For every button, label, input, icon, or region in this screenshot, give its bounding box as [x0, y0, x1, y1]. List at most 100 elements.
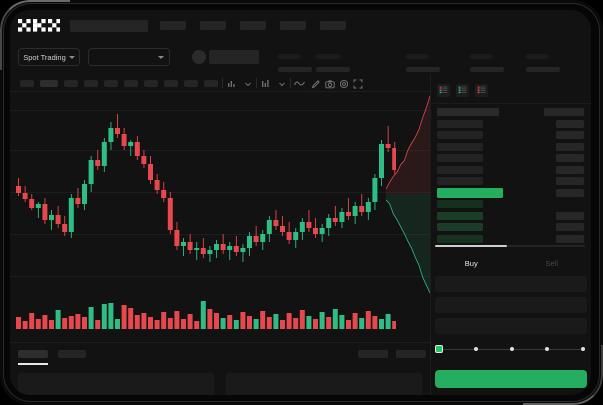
orderbook-size-cell — [556, 131, 584, 139]
order-price-field[interactable] — [435, 276, 587, 292]
orderbook-size-cell — [556, 177, 584, 185]
nav-item-3[interactable] — [240, 21, 266, 30]
chart-type[interactable] — [204, 80, 218, 87]
nav-item-2[interactable] — [200, 21, 226, 30]
fullscreen-icon[interactable] — [352, 78, 363, 89]
chevron-down-icon — [158, 55, 164, 59]
chevron-down-icon[interactable] — [242, 78, 253, 89]
orderbook-size-cell — [556, 119, 584, 128]
stat-low-24h-value — [470, 67, 504, 72]
orderbook-row-bid-2[interactable] — [431, 211, 591, 223]
orderbook-size-cell — [556, 234, 584, 243]
timeframe-1mo[interactable] — [164, 80, 178, 87]
divider — [431, 103, 591, 104]
timeframe-1w[interactable] — [144, 80, 158, 87]
stat-volume-24h — [526, 49, 560, 72]
scrollbar-thumb[interactable] — [435, 245, 507, 247]
stat-change-24h-value — [316, 67, 350, 72]
stat-low-24h — [470, 49, 504, 72]
tab-buy-label: Buy — [464, 258, 478, 268]
tab-buy[interactable]: Buy — [431, 252, 512, 274]
orderbook-price-cell — [437, 131, 483, 139]
timeframe-5m[interactable] — [40, 80, 58, 87]
orderbook-price-cell — [437, 165, 483, 174]
orderbook-price-cell — [437, 200, 483, 208]
timeframe-1d[interactable] — [124, 80, 138, 87]
order-total-field[interactable] — [435, 318, 587, 334]
orderbook-row-ask-1[interactable] — [431, 119, 591, 131]
slider-stop-100[interactable] — [581, 346, 585, 351]
slider-handle[interactable] — [435, 345, 443, 353]
gridline-2 — [10, 150, 430, 151]
stat-last-price-value — [278, 67, 312, 72]
orderbook-row-bid-3[interactable] — [431, 222, 591, 234]
timeframe-more[interactable] — [184, 80, 198, 87]
chevron-down-icon — [68, 55, 75, 59]
orderbook-row-ask-5[interactable] — [431, 165, 591, 177]
orderbook-price-cell — [437, 211, 483, 220]
camera-icon[interactable] — [324, 78, 335, 89]
timeframe-4h[interactable] — [104, 80, 118, 87]
orderbook-row-last-price[interactable] — [431, 187, 591, 200]
active-tab-underline — [18, 363, 48, 365]
orderbook-size-cell — [556, 165, 584, 174]
bottom-action-2[interactable] — [396, 350, 426, 358]
tab-order-history[interactable] — [58, 350, 86, 358]
line-tool-icon[interactable] — [294, 78, 305, 89]
chevron-down-icon[interactable] — [276, 78, 287, 89]
slider-stop-50[interactable] — [509, 346, 514, 351]
orderbook-scrollbar[interactable] — [435, 245, 585, 247]
orderbook-row-bid-1[interactable] — [431, 199, 591, 211]
order-amount-field[interactable] — [435, 297, 587, 313]
overlay-icon[interactable] — [260, 78, 271, 89]
okx-logo[interactable] — [18, 19, 60, 32]
search-input[interactable] — [70, 20, 148, 32]
chart-gridlines — [10, 92, 430, 292]
timeframe-1m[interactable] — [20, 80, 34, 87]
stat-high-24h-value — [406, 67, 440, 72]
nav-item-4[interactable] — [280, 21, 306, 30]
orderbook-row-ask-4[interactable] — [431, 153, 591, 165]
stat-last-price-label — [278, 54, 300, 59]
amount-percent-slider[interactable] — [435, 344, 587, 354]
settings-icon[interactable] — [338, 78, 349, 89]
toolbar-separator-2 — [256, 78, 257, 88]
timeframe-15m[interactable] — [64, 80, 78, 87]
market-type-select[interactable]: Spot Trading — [18, 48, 80, 66]
orderbook-mode-both[interactable] — [437, 84, 450, 97]
orders-panel — [10, 342, 430, 395]
orderbook-mode-asks[interactable] — [475, 84, 488, 97]
tab-open-orders[interactable] — [18, 350, 48, 358]
stat-change-24h-label — [316, 54, 340, 59]
orderbook-row-ask-3[interactable] — [431, 142, 591, 154]
submit-order-button[interactable] — [435, 370, 587, 388]
orderbook-size-cell — [556, 223, 584, 231]
bottom-action-1[interactable] — [358, 350, 388, 358]
orderbook-price-cell — [437, 177, 483, 185]
nav-item-5[interactable] — [320, 21, 346, 30]
orderbook-row-ask-6[interactable] — [431, 176, 591, 188]
orderbook-row-ask-2[interactable] — [431, 130, 591, 142]
slider-stop-75[interactable] — [545, 346, 550, 351]
sub-header: Spot Trading — [10, 42, 591, 74]
indicators-icon[interactable] — [226, 78, 237, 89]
nav-item-1[interactable] — [160, 21, 186, 30]
timeframe-1h[interactable] — [84, 80, 98, 87]
trading-pair-select[interactable] — [88, 48, 170, 66]
orderbook-size-cell — [556, 188, 584, 197]
pair-name — [209, 50, 259, 64]
price-chart[interactable] — [10, 92, 430, 342]
market-depth-chart — [386, 95, 430, 294]
orderbook-price-cell — [437, 234, 483, 243]
tab-sell[interactable]: Sell — [512, 252, 592, 274]
stat-high-24h — [406, 49, 440, 72]
orderbook-mode-bids[interactable] — [456, 84, 469, 97]
slider-stop-25[interactable] — [473, 346, 478, 351]
orderbook-size-cell — [556, 142, 584, 151]
market-type-label: Spot Trading — [23, 52, 66, 62]
top-header — [10, 10, 591, 42]
orderbook-row-bid-4[interactable] — [431, 234, 591, 246]
pencil-icon[interactable] — [310, 78, 321, 89]
orderbook-header-row[interactable] — [431, 107, 591, 119]
